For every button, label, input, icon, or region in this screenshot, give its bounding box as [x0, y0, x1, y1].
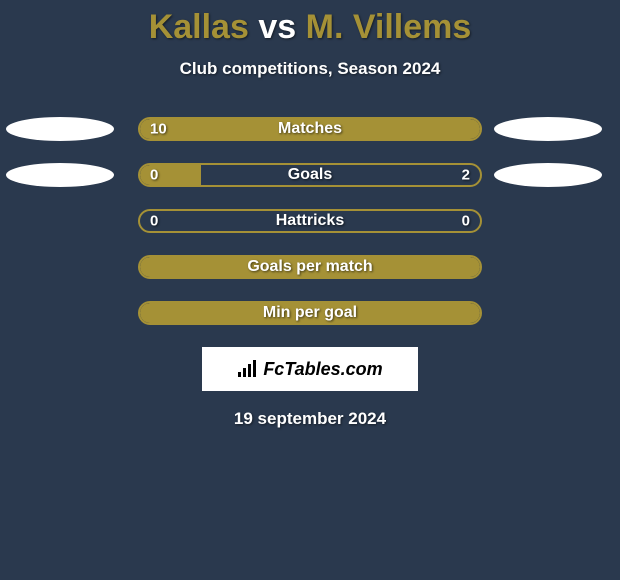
bar-fill [140, 257, 480, 277]
player1-ellipse [6, 117, 114, 141]
stat-bar: 10Matches [138, 117, 482, 141]
stat-row: Goals per match [0, 255, 620, 279]
stat-label: Hattricks [140, 212, 480, 230]
stat-bar: Goals per match [138, 255, 482, 279]
date-text: 19 september 2024 [0, 409, 620, 429]
logo: FcTables.com [237, 359, 382, 380]
bar-fill [140, 119, 480, 139]
player2-name: M. Villems [306, 8, 472, 46]
stat-rows: 10Matches0Goals20Hattricks0Goals per mat… [0, 117, 620, 325]
bar-fill [140, 303, 480, 323]
stat-row: 0Goals2 [0, 163, 620, 187]
player1-name: Kallas [149, 8, 249, 46]
stat-value-right: 0 [462, 213, 470, 230]
stat-bar: 0Hattricks0 [138, 209, 482, 233]
vs-text: vs [258, 8, 296, 46]
logo-text: FcTables.com [263, 359, 382, 380]
stat-bar: 0Goals2 [138, 163, 482, 187]
chart-icon [237, 360, 259, 378]
stat-row: Min per goal [0, 301, 620, 325]
stat-value-right: 2 [462, 167, 470, 184]
comparison-title: Kallas vs M. Villems [0, 0, 620, 47]
stat-row: 0Hattricks0 [0, 209, 620, 233]
stat-bar: Min per goal [138, 301, 482, 325]
stat-value-left: 10 [150, 121, 167, 138]
stat-row: 10Matches [0, 117, 620, 141]
player2-ellipse [494, 163, 602, 187]
player1-ellipse [6, 163, 114, 187]
stat-value-left: 0 [150, 213, 158, 230]
subtitle: Club competitions, Season 2024 [0, 59, 620, 79]
logo-box: FcTables.com [202, 347, 418, 391]
player2-ellipse [494, 117, 602, 141]
stat-value-left: 0 [150, 167, 158, 184]
